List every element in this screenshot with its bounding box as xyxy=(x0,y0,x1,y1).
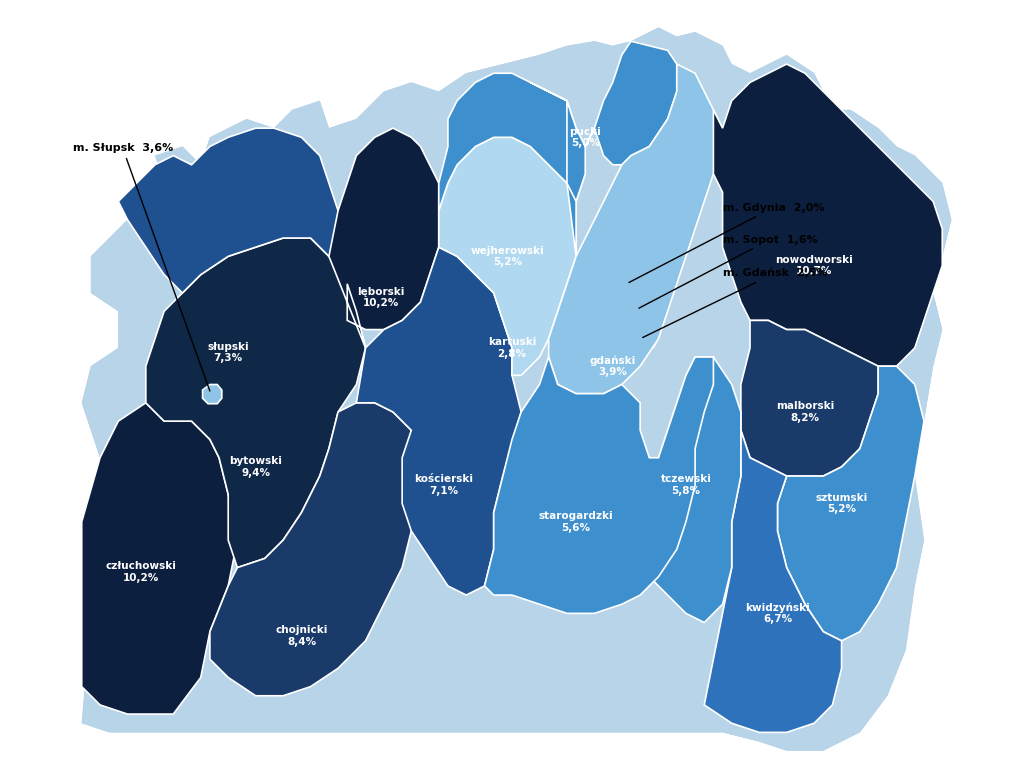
Polygon shape xyxy=(82,403,238,714)
Polygon shape xyxy=(714,64,942,366)
Text: tczewski
5,8%: tczewski 5,8% xyxy=(660,474,712,496)
Text: wejherowski
5,2%: wejherowski 5,2% xyxy=(471,245,544,267)
Text: malborski
8,2%: malborski 8,2% xyxy=(776,401,835,423)
Polygon shape xyxy=(119,128,347,293)
Text: lęborski
10,2%: lęborski 10,2% xyxy=(357,287,404,308)
Polygon shape xyxy=(640,357,741,623)
Polygon shape xyxy=(635,300,649,317)
Polygon shape xyxy=(484,357,714,614)
Text: m. Słupsk  3,6%: m. Słupsk 3,6% xyxy=(73,143,210,391)
Polygon shape xyxy=(777,366,924,641)
Text: m. Gdańsk  2,5%: m. Gdańsk 2,5% xyxy=(643,268,827,338)
Text: m. Gdynia  2,0%: m. Gdynia 2,0% xyxy=(629,202,824,282)
Polygon shape xyxy=(438,138,577,375)
Polygon shape xyxy=(438,73,586,256)
Text: bytowski
9,4%: bytowski 9,4% xyxy=(229,456,282,478)
Polygon shape xyxy=(741,321,879,476)
Text: starogardzki
5,6%: starogardzki 5,6% xyxy=(539,511,613,533)
Text: pucki
5,0%: pucki 5,0% xyxy=(569,127,601,148)
Text: kartuski
2,8%: kartuski 2,8% xyxy=(487,337,537,358)
Polygon shape xyxy=(210,403,421,696)
Text: nowodworski
10,7%: nowodworski 10,7% xyxy=(775,255,853,276)
Polygon shape xyxy=(203,384,222,404)
Text: chojnicki
8,4%: chojnicki 8,4% xyxy=(275,625,328,647)
Text: sztumski
5,2%: sztumski 5,2% xyxy=(815,493,867,514)
Polygon shape xyxy=(82,28,951,751)
Polygon shape xyxy=(329,128,438,348)
Text: gdański
3,9%: gdański 3,9% xyxy=(590,355,636,378)
Polygon shape xyxy=(626,321,658,352)
Polygon shape xyxy=(145,238,366,568)
Polygon shape xyxy=(82,28,951,751)
Polygon shape xyxy=(705,431,842,732)
Polygon shape xyxy=(356,247,521,595)
Text: słupski
7,3%: słupski 7,3% xyxy=(208,341,249,363)
Polygon shape xyxy=(549,64,723,394)
Text: człuchowski
10,2%: człuchowski 10,2% xyxy=(105,561,177,583)
Polygon shape xyxy=(616,273,644,298)
Text: kwidzyński
6,7%: kwidzyński 6,7% xyxy=(745,602,810,624)
Polygon shape xyxy=(530,42,677,201)
Text: m. Sopot  1,6%: m. Sopot 1,6% xyxy=(639,235,817,308)
Text: kościerski
7,1%: kościerski 7,1% xyxy=(414,474,473,496)
